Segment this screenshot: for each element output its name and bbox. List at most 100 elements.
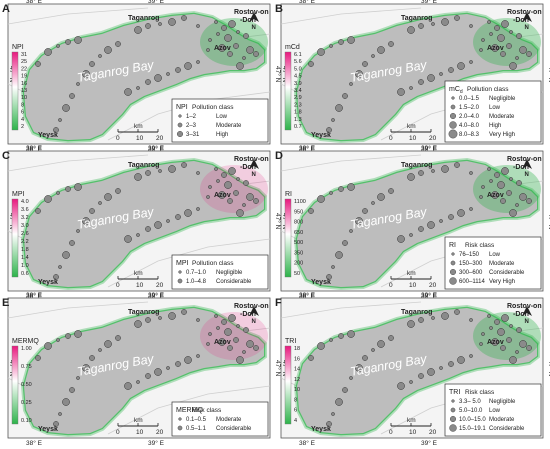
sampling-point: [407, 320, 415, 328]
city-rostov-line2: -Don: [513, 164, 529, 171]
sampling-point: [500, 345, 506, 351]
sampling-point: [347, 330, 355, 338]
lon-label-top-2: 39° E: [421, 144, 438, 152]
sampling-point: [56, 338, 60, 342]
scale-unit: km: [407, 417, 416, 424]
colorbar-tick-label: 4: [21, 117, 24, 123]
legend-class-symbol: [177, 425, 183, 431]
sampling-point: [342, 387, 348, 393]
legend-class-symbol: [451, 96, 455, 100]
legend-class-label: Low: [489, 408, 501, 414]
sampling-point: [331, 118, 335, 122]
sampling-point: [516, 33, 522, 39]
legend-box: [171, 254, 269, 290]
north-arrow-icon: [522, 159, 532, 169]
scale-tick-label: 20: [156, 429, 164, 436]
sampling-point: [509, 62, 517, 70]
sampling-point: [246, 340, 254, 348]
sampling-point: [65, 333, 71, 339]
lon-label-bottom-2: 39° E: [148, 145, 165, 153]
sampling-point: [53, 127, 59, 133]
sampling-point: [233, 190, 239, 196]
sampling-point: [184, 356, 192, 364]
legend-class-range: 2.0–4.0: [459, 114, 480, 120]
colorbar-tick-label: 1.3: [294, 117, 302, 123]
north-label: N: [252, 172, 256, 178]
colorbar-tick-label: 500: [294, 240, 303, 246]
sampling-point: [53, 421, 59, 427]
sampling-point: [479, 342, 483, 346]
sampling-point: [196, 60, 200, 64]
city-taganrog: Taganrog: [401, 309, 432, 316]
sampling-point: [418, 170, 424, 176]
city-azov: Azov: [214, 45, 231, 52]
map-panel-b: Taganrog BayTaganrogRostov-on-DonAzovYey…: [275, 0, 550, 153]
legend-box: [171, 401, 269, 437]
sampling-point: [427, 221, 435, 229]
sampling-point: [481, 38, 485, 42]
sampling-point: [487, 314, 491, 318]
sampling-point: [58, 412, 62, 416]
sampling-point: [506, 337, 512, 343]
sampling-point: [481, 185, 485, 189]
sampling-point: [35, 208, 41, 214]
colorbar-tick-label: 50: [294, 271, 300, 277]
lon-label-top-2: 39° E: [148, 0, 165, 5]
sampling-point: [175, 214, 181, 220]
colorbar-tick-label: 4: [294, 418, 297, 424]
city-rostov-line1: Rostov-on: [234, 9, 269, 16]
sampling-point: [58, 265, 62, 269]
sampling-point: [487, 167, 491, 171]
sampling-point: [526, 345, 532, 351]
hotspot-area: [200, 18, 268, 66]
legend-class-symbol: [448, 129, 458, 139]
hotspot-area: [473, 312, 541, 360]
colorbar-tick-label: 25: [21, 59, 27, 65]
north-label: N: [525, 172, 529, 178]
sampling-point: [501, 20, 509, 28]
sampling-point: [181, 309, 187, 315]
sampling-point: [104, 46, 112, 54]
scale-tick-label: 20: [156, 135, 164, 142]
city-azov: Azov: [487, 45, 504, 52]
sampling-point: [242, 203, 246, 207]
sampling-point: [228, 314, 236, 322]
sampling-point: [418, 317, 424, 323]
sampling-point: [89, 355, 95, 361]
sampling-point: [98, 348, 102, 352]
sampling-point: [214, 167, 218, 171]
sampling-point: [494, 172, 500, 178]
sampling-point: [208, 38, 212, 42]
sampling-point: [154, 368, 162, 376]
sampling-point: [236, 356, 244, 364]
legend-class-symbol: [451, 399, 455, 403]
sampling-point: [388, 335, 394, 341]
city-taganrog: Taganrog: [401, 162, 432, 169]
sampling-point: [326, 127, 332, 133]
sampling-point: [441, 18, 449, 26]
sampling-point: [481, 332, 485, 336]
colorbar-tick-label: 10: [294, 387, 300, 393]
legend-class-symbol: [178, 417, 182, 421]
colorbar-tick-label: 950: [294, 209, 303, 215]
scale-tick-label: 0: [389, 282, 393, 289]
sampling-point: [418, 23, 424, 29]
sampling-point: [243, 180, 249, 186]
lon-label-bottom-2: 39° E: [148, 292, 165, 300]
lon-label-bottom-1: 38° E: [26, 439, 43, 447]
colorbar-tick-label: 3.6: [21, 207, 29, 213]
city-yeysk: Yeysk: [38, 279, 58, 286]
sampling-point: [221, 172, 227, 178]
scale-unit: km: [407, 123, 416, 130]
colorbar-tick-label: 16: [21, 81, 27, 87]
lon-label-top-2: 39° E: [148, 291, 165, 299]
colorbar-tick-label: 2.2: [21, 239, 29, 245]
sampling-point: [208, 185, 212, 189]
north-label: N: [252, 25, 256, 31]
sampling-point: [317, 342, 325, 350]
scale-unit: km: [134, 417, 143, 424]
sampling-point: [454, 162, 460, 168]
sampling-point: [89, 61, 95, 67]
sampling-point: [509, 356, 517, 364]
sampling-point: [175, 67, 181, 73]
